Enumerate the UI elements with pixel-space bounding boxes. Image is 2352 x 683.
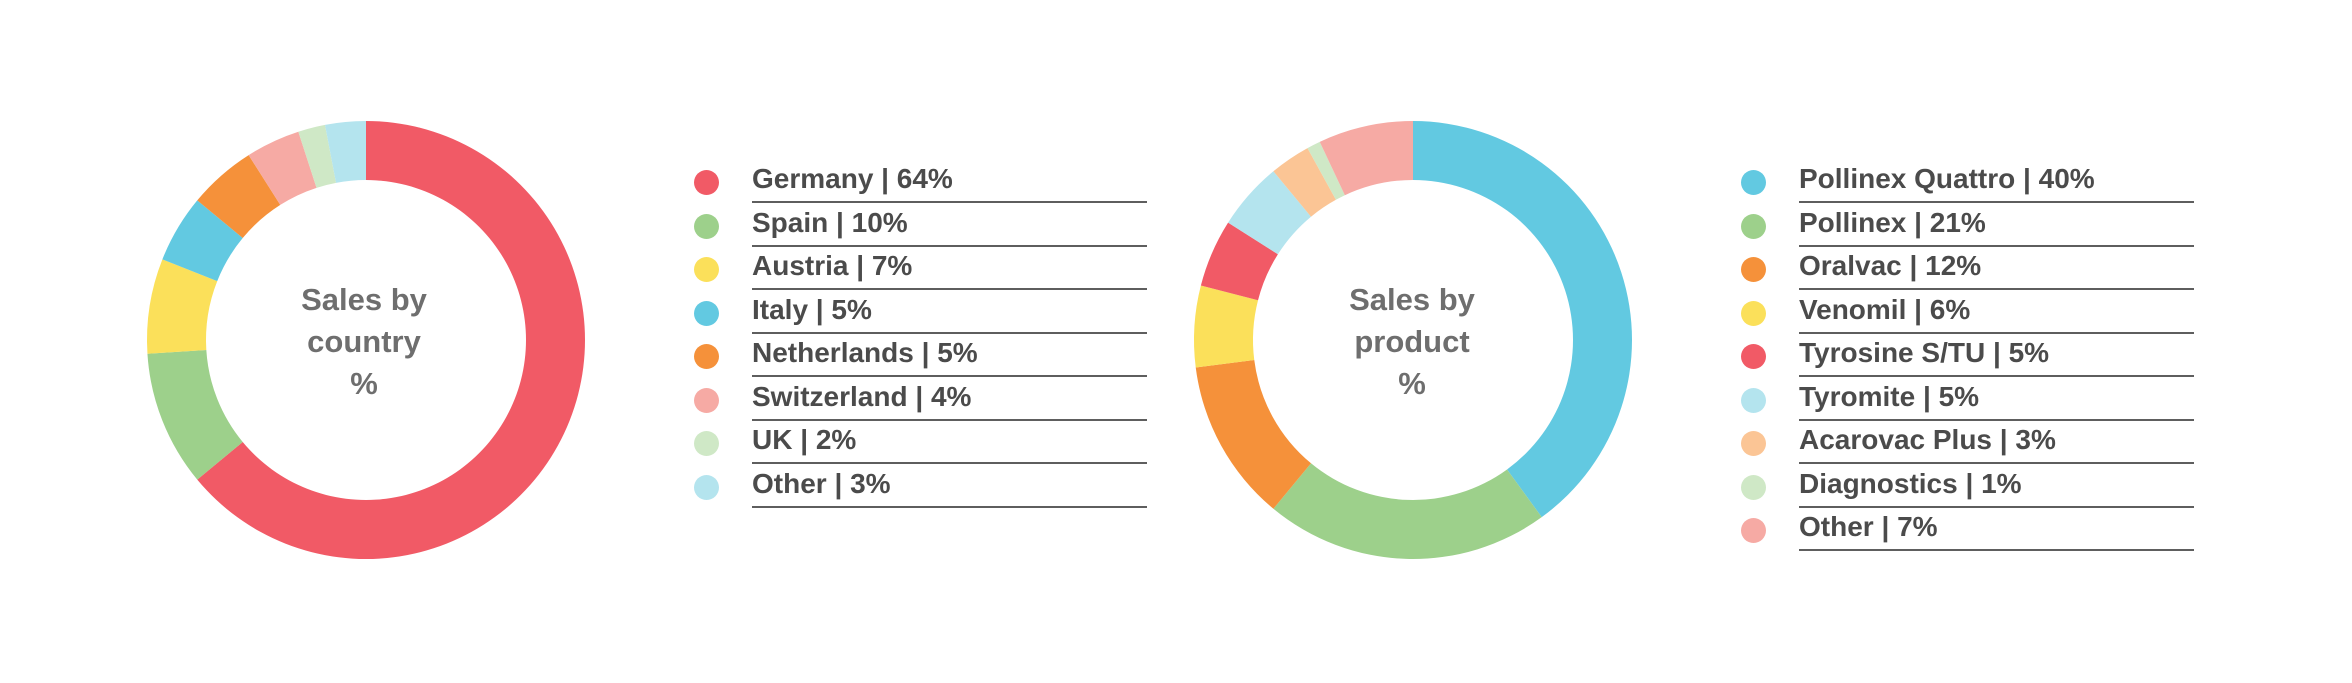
- product-legend-rule: [1799, 505, 2194, 508]
- country-slice-7: [324, 121, 366, 183]
- product-legend-rule: [1799, 244, 2194, 247]
- product-legend-swatch: [1741, 170, 1766, 195]
- product-legend-label: Pollinex | 21%: [1799, 206, 1986, 238]
- product-legend-label: Pollinex Quattro | 40%: [1799, 163, 2095, 194]
- country-legend-rule: [752, 505, 1147, 508]
- country-legend-swatch: [694, 300, 719, 326]
- country-title-line-1: Sales by: [301, 282, 427, 317]
- country-slice-5: [248, 131, 317, 205]
- product-legend-label: Tyrosine S/TU | 5%: [1799, 337, 2050, 368]
- country-slice-2: [147, 259, 218, 354]
- country-donut: [147, 121, 585, 559]
- country-legend-label: Germany | 64%: [752, 163, 953, 194]
- country-legend-label: Netherlands | 5%: [752, 337, 978, 368]
- product-slice-6: [1273, 148, 1336, 217]
- product-legend-swatch: [1741, 518, 1766, 543]
- product-legend-swatch: [1741, 257, 1766, 282]
- country-legend-label: Other | 3%: [752, 467, 891, 499]
- country-legend-label: Italy | 5%: [752, 293, 872, 325]
- product-legend-label: Venomil | 6%: [1799, 293, 1971, 325]
- product-legend-swatch: [1741, 213, 1766, 239]
- country-legend-label: UK | 2%: [752, 424, 857, 455]
- product-legend-rule: [1799, 462, 2194, 464]
- country-legend-rule: [752, 244, 1147, 247]
- country-legend-swatch: [694, 170, 719, 195]
- country-legend-swatch: [694, 344, 719, 369]
- product-slice-2: [1195, 360, 1312, 509]
- country-legend-swatch: [694, 431, 719, 456]
- product-legend-label: Tyromite | 5%: [1799, 380, 1980, 412]
- country-title-line-3: %: [350, 366, 378, 401]
- country-legend-rule: [752, 462, 1147, 464]
- country-legend-swatch: [694, 387, 719, 413]
- country-slice-0: [197, 121, 585, 559]
- product-title-line-1: Sales by: [1349, 282, 1475, 317]
- country-legend-label: Spain | 10%: [752, 206, 908, 238]
- product-legend-label: Diagnostics | 1%: [1799, 467, 2022, 499]
- country-legend-label: Switzerland | 4%: [752, 380, 972, 412]
- product-slice-1: [1273, 463, 1542, 559]
- product-slice-7: [1307, 141, 1345, 200]
- product-title-line-3: %: [1398, 366, 1426, 401]
- product-title-line-2: product: [1354, 324, 1470, 359]
- country-legend-swatch: [694, 213, 719, 239]
- country-legend-label: Austria | 7%: [752, 250, 913, 281]
- product-legend-label: Other | 7%: [1799, 511, 1938, 542]
- product-slice-8: [1319, 121, 1413, 196]
- product-donut: [1194, 121, 1632, 559]
- country-legend-rule: [752, 375, 1147, 377]
- product-legend-label: Oralvac | 12%: [1799, 250, 1982, 281]
- country-legend-rule: [752, 201, 1147, 203]
- product-legend-rule: [1799, 331, 2194, 334]
- country-legend-rule: [752, 418, 1147, 421]
- country-slice-6: [298, 124, 337, 188]
- country-legend-rule: [752, 288, 1147, 290]
- product-slice-4: [1200, 222, 1278, 301]
- product-slice-5: [1228, 171, 1312, 255]
- product-chart-title: Sales by product %: [1302, 279, 1522, 405]
- product-legend-swatch: [1741, 474, 1766, 500]
- product-legend-swatch: [1741, 300, 1766, 326]
- country-chart-title: Sales by country %: [254, 279, 474, 405]
- product-legend-swatch: [1741, 387, 1766, 413]
- country-slice-4: [197, 155, 281, 239]
- product-legend-label: Acarovac Plus | 3%: [1799, 424, 2056, 455]
- product-slice-3: [1194, 285, 1259, 368]
- product-legend-rule: [1799, 288, 2194, 290]
- product-legend-swatch: [1741, 344, 1766, 369]
- product-legend-rule: [1799, 549, 2194, 551]
- product-legend-rule: [1799, 375, 2194, 377]
- product-legend-swatch: [1741, 431, 1766, 456]
- country-legend-rule: [752, 331, 1147, 334]
- country-slice-1: [147, 350, 243, 480]
- country-legend-swatch: [694, 474, 719, 500]
- product-slice-0: [1413, 121, 1632, 518]
- product-legend-rule: [1799, 418, 2194, 421]
- product-legend-rule: [1799, 201, 2194, 203]
- country-legend-swatch: [694, 257, 719, 282]
- country-slice-3: [162, 200, 243, 282]
- country-title-line-2: country: [307, 324, 421, 359]
